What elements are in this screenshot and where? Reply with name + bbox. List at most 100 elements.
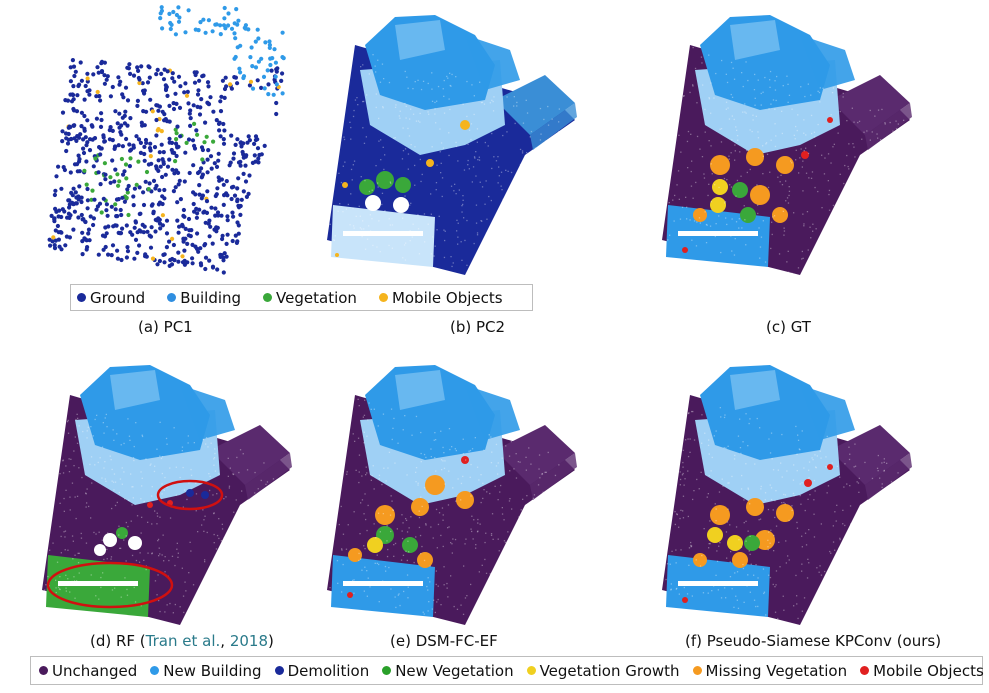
caption-d-sep: ,	[220, 632, 230, 650]
kpconv-point-cloud	[662, 365, 912, 625]
building-wing	[465, 35, 520, 90]
legend-item-demolition: Demolition	[274, 661, 370, 680]
panel-dsm-fc-ef	[325, 355, 585, 625]
mobile-objects-swatch	[378, 293, 388, 302]
legend-item-vegetation: Vegetation	[263, 289, 357, 307]
annex-building-side	[865, 103, 912, 150]
building-swatch	[167, 293, 177, 302]
panel-kpconv	[660, 355, 920, 625]
legend-item-missing-vegetation: Missing Vegetation	[692, 662, 847, 680]
annex-building-side	[530, 103, 577, 150]
legend-item-building: Building	[167, 289, 241, 307]
legend-label: Vegetation Growth	[539, 661, 680, 680]
annex-building	[210, 425, 290, 485]
tree-crown	[772, 207, 788, 223]
legend-item-unchanged: Unchanged	[39, 662, 137, 680]
caption-e: (e) DSM-FC-EF	[390, 632, 498, 650]
tree-crown	[755, 530, 775, 550]
point-speckles	[329, 54, 560, 268]
tree-crown	[693, 553, 707, 567]
building-wing	[465, 385, 520, 440]
legend-label: Demolition	[287, 661, 370, 680]
vegetation-swatch	[263, 293, 273, 302]
legend-bottom: Unchanged New Building Demolition New Ve…	[30, 656, 984, 685]
tree-crown	[425, 475, 445, 495]
panel-pc1	[40, 5, 290, 280]
tree-crown	[710, 155, 730, 175]
legend-label: Mobile Objects	[391, 288, 503, 307]
dsm-fc-ef-point-cloud	[327, 365, 577, 625]
tree-crown	[827, 117, 833, 123]
tree-crown	[710, 197, 726, 213]
tree-crown	[348, 548, 362, 562]
tree-crown	[103, 533, 117, 547]
annex-building	[495, 425, 575, 485]
missing-vegetation-swatch	[692, 666, 702, 675]
tree-crown	[746, 148, 764, 166]
annex-building	[830, 75, 910, 135]
tree-crown	[342, 182, 348, 188]
tree-crown	[801, 151, 809, 159]
bottom-building-stripe	[678, 581, 758, 586]
legend-label: Building	[180, 288, 242, 307]
tree-crown	[359, 179, 375, 195]
citation-year: 2018	[229, 632, 269, 650]
bottom-building-stripe	[343, 581, 423, 586]
error-highlight-ellipse	[156, 479, 224, 511]
building-tower	[730, 20, 780, 60]
legend-item-new-vegetation: New Vegetation	[382, 661, 514, 680]
tree-crown	[682, 597, 688, 603]
building-tower	[730, 370, 780, 410]
gt-point-cloud	[662, 15, 912, 275]
tree-crown	[395, 177, 411, 193]
legend-item-vegetation-growth: Vegetation Growth	[526, 661, 680, 680]
bottom-building-stripe	[343, 231, 423, 236]
annex-building-side	[245, 453, 292, 500]
building-tower	[395, 20, 445, 60]
tree-crown	[804, 479, 812, 487]
annex-building	[495, 75, 575, 135]
tree-crown	[707, 527, 723, 543]
legend-label: New Vegetation	[395, 661, 514, 680]
mobile-objects-swatch	[860, 666, 870, 675]
tree-crown	[727, 535, 743, 551]
rf-point-cloud	[42, 365, 292, 625]
pc1-point-cloud	[47, 5, 286, 275]
legend-label: Vegetation	[276, 288, 357, 307]
tree-crown	[402, 537, 418, 553]
legend-label: Ground	[90, 288, 146, 307]
tree-crown	[411, 498, 429, 516]
tree-crown	[393, 197, 409, 213]
tree-crown	[750, 185, 770, 205]
building-wing	[180, 385, 235, 440]
tree-crown	[712, 179, 728, 195]
building-tower	[395, 370, 445, 410]
legend-label: New Building	[163, 661, 262, 680]
tree-crown	[375, 505, 395, 525]
annex-building-side	[530, 453, 577, 500]
tree-crown	[682, 247, 688, 253]
error-highlight-ellipse	[46, 561, 174, 609]
tree-crown	[746, 498, 764, 516]
point-speckles	[667, 46, 905, 274]
panel-rf	[40, 355, 300, 625]
annex-building	[830, 425, 910, 485]
caption-c: (c) GT	[766, 318, 811, 336]
tree-crown	[710, 505, 730, 525]
tree-crown	[94, 544, 106, 556]
tree-crown	[460, 120, 470, 130]
tree-crown	[776, 156, 794, 174]
tree-crown	[347, 592, 353, 598]
caption-d-prefix: (d) RF (	[90, 632, 146, 650]
vegetation-growth-swatch	[526, 666, 536, 675]
caption-d: (d) RF (Tran et al., 2018)	[90, 632, 274, 650]
demolition-swatch	[274, 666, 284, 675]
legend-top: Ground Building Vegetation Mobile Object…	[70, 284, 533, 311]
tree-crown	[367, 537, 383, 553]
citation-author: Tran et al.	[145, 632, 221, 650]
tree-crown	[740, 207, 756, 223]
tree-crown	[456, 491, 474, 509]
legend-item-new-building: New Building	[150, 661, 262, 680]
point-cloud-dots	[47, 5, 286, 275]
caption-a: (a) PC1	[138, 318, 193, 336]
